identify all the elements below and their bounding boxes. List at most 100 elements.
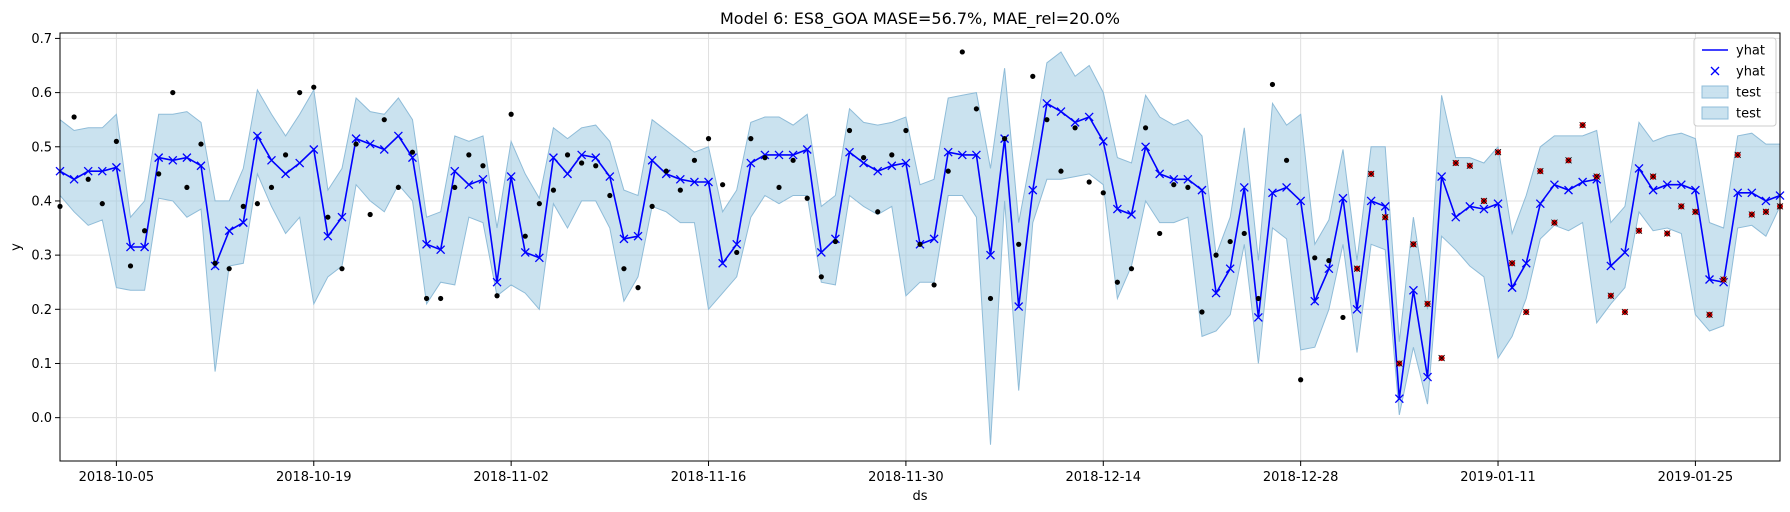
y-tick-label: 0.0 <box>31 411 52 426</box>
actual-point <box>1326 257 1332 264</box>
actual-point <box>1340 314 1346 321</box>
test-point-x <box>1565 157 1572 164</box>
yhat-marker <box>1183 174 1193 184</box>
plot-frame <box>59 32 1781 462</box>
test-point <box>1720 276 1727 283</box>
actual-point <box>85 176 91 182</box>
x-tick-label: 2018-12-14 <box>1065 470 1141 485</box>
yhat-marker <box>1733 188 1743 198</box>
actual-point <box>381 117 387 123</box>
legend: yhat yhat test test <box>1693 37 1777 127</box>
test-point <box>1734 151 1741 159</box>
test-point <box>1452 159 1460 167</box>
yhat-marker <box>548 153 558 163</box>
test-point <box>1508 259 1516 267</box>
yhat-marker <box>943 147 953 157</box>
actual-point <box>987 295 994 302</box>
actual-point <box>268 184 275 191</box>
test-point-x <box>1607 292 1615 300</box>
actual-point <box>71 114 77 120</box>
actual-points <box>57 49 1346 383</box>
yhat-marker <box>1690 185 1700 195</box>
yhat-marker <box>1549 180 1559 190</box>
yhat-marker <box>97 166 107 176</box>
actual-point <box>1001 136 1008 142</box>
yhat-marker <box>1310 296 1320 306</box>
yhat-marker <box>1634 163 1644 173</box>
yhat-marker <box>182 153 192 163</box>
actual-point <box>423 295 430 302</box>
legend-label: test <box>1736 107 1761 122</box>
yhat-marker <box>281 169 291 179</box>
yhat-marker <box>859 158 869 168</box>
yhat-marker <box>1028 185 1038 195</box>
actual-point <box>1030 73 1036 79</box>
test-point-x <box>1635 227 1643 235</box>
actual-point <box>1269 81 1276 88</box>
yhat-marker <box>774 150 784 160</box>
yhat-marker <box>1521 258 1531 268</box>
yhat-marker <box>1493 199 1503 209</box>
yhat-marker <box>1620 247 1630 257</box>
yhat-marker <box>1747 188 1757 198</box>
actual-point <box>1100 190 1106 196</box>
y-tick-label: 0.4 <box>31 194 52 209</box>
yhat-marker <box>1352 304 1362 314</box>
legend-box <box>1693 37 1777 127</box>
test-point-x <box>1424 300 1431 308</box>
yhat-marker <box>633 231 643 241</box>
yhat-marker <box>224 226 234 236</box>
actual-point <box>395 184 401 191</box>
test-point-x <box>1706 311 1713 319</box>
test-point <box>1466 162 1474 170</box>
test-point <box>1410 241 1417 248</box>
yhat-marker <box>252 131 262 141</box>
actual-point <box>734 249 740 256</box>
actual-point <box>804 195 810 201</box>
test-point-x <box>1593 173 1601 180</box>
actual-point <box>1128 266 1135 272</box>
yhat-marker <box>1014 302 1024 312</box>
actual-point <box>705 136 712 142</box>
yhat-marker <box>661 169 671 179</box>
actual-point <box>861 155 867 161</box>
yhat-marker <box>816 247 826 257</box>
test-point-x <box>1692 208 1699 216</box>
yhat-marker <box>1267 188 1277 198</box>
test-point-x <box>1353 265 1361 272</box>
legend-swatch-band <box>1701 106 1729 120</box>
actual-point <box>564 152 571 158</box>
actual-point <box>776 184 782 191</box>
test-point-x <box>1551 219 1558 226</box>
yhat-marker <box>520 247 530 257</box>
actual-point <box>945 168 951 174</box>
test-point <box>1367 170 1375 178</box>
yhat-marker <box>436 245 446 255</box>
actual-point <box>917 241 923 247</box>
test-point-x <box>1367 170 1375 178</box>
test-point-x <box>1396 360 1403 367</box>
legend-label: yhat <box>1736 65 1765 80</box>
test-point <box>1649 173 1657 180</box>
test-point-x <box>1508 259 1516 267</box>
yhat-marker <box>1098 136 1108 146</box>
yhat-marker <box>563 169 573 179</box>
test-point <box>1480 197 1488 205</box>
chart-title: Model 6: ES8_GOA MASE=56.7%, MAE_rel=20.… <box>720 9 1120 29</box>
yhat-marker <box>619 234 629 244</box>
confidence-band <box>59 51 1781 445</box>
yhat-marker <box>788 150 798 160</box>
yhat-marker <box>1225 264 1235 274</box>
yhat-marker <box>1253 312 1263 322</box>
test-point <box>1621 308 1629 316</box>
actual-point <box>494 293 500 299</box>
yhat-marker <box>1408 285 1418 295</box>
actual-point <box>649 203 655 209</box>
actual-point <box>550 187 557 193</box>
actual-point <box>677 187 683 193</box>
test-point-x <box>1621 308 1629 316</box>
yhat-marker <box>238 218 248 228</box>
actual-point <box>663 168 669 174</box>
actual-point <box>1044 117 1050 123</box>
yhat-marker <box>168 155 178 165</box>
